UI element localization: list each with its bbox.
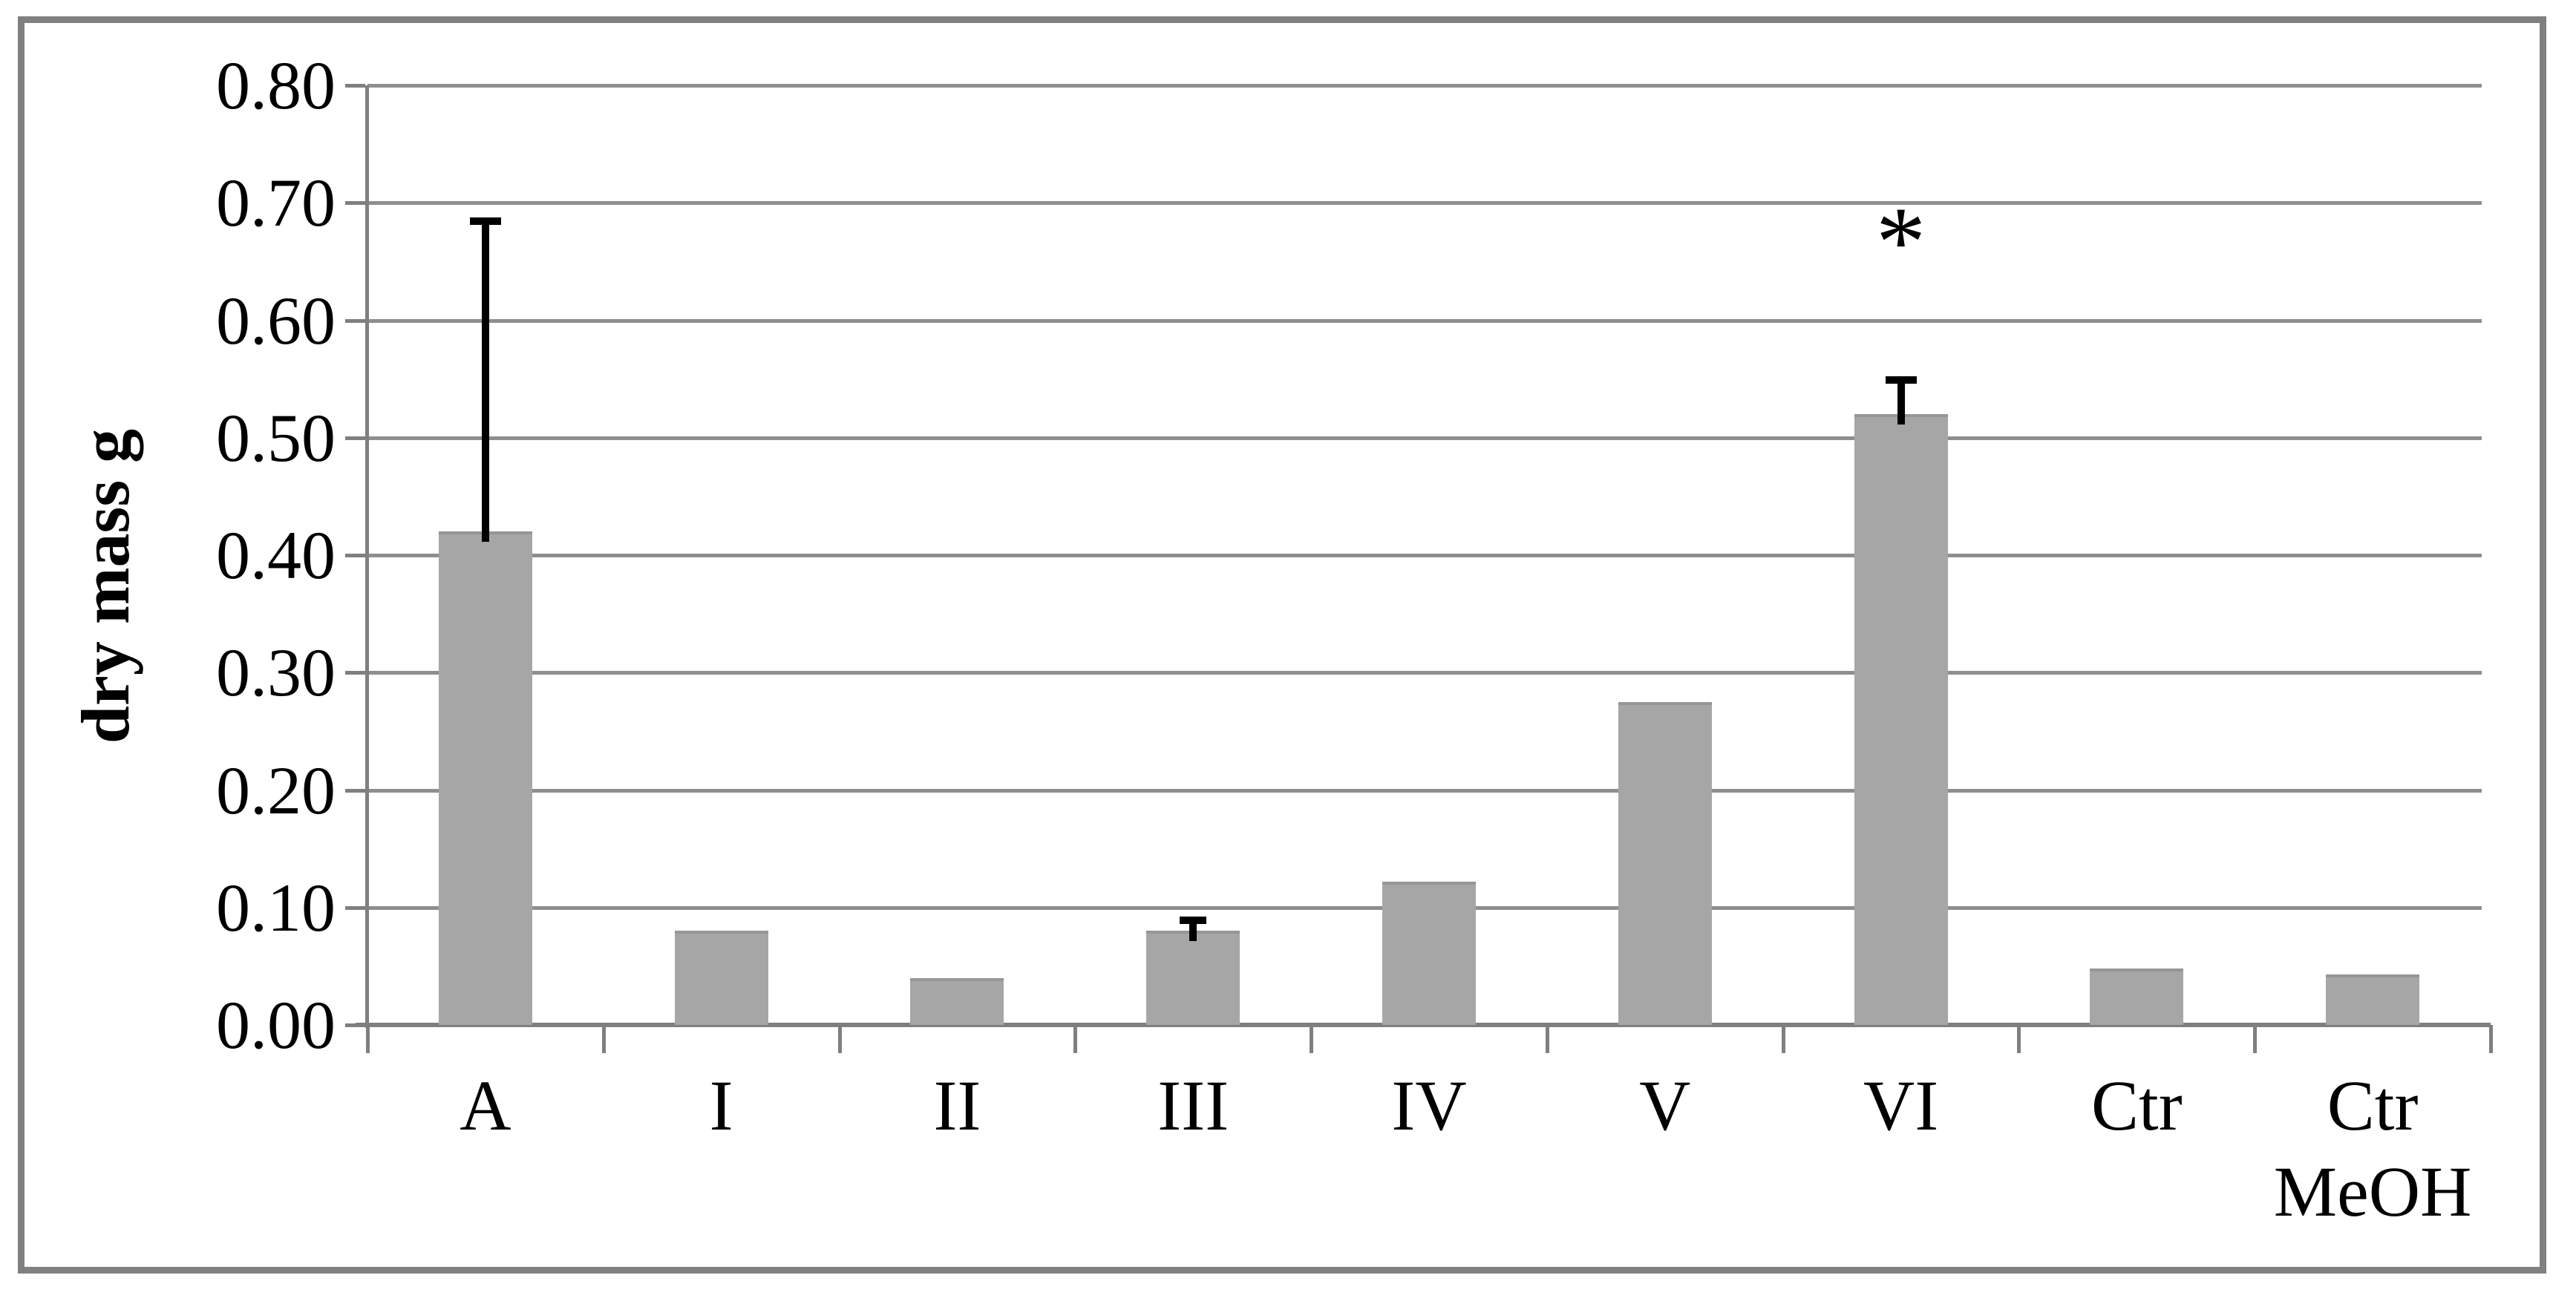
significance-asterisk: * (1875, 186, 1926, 298)
x-tick-boundary-8 (2253, 1025, 2258, 1053)
bar-V (1618, 701, 1712, 1025)
x-tick-boundary-1 (601, 1025, 606, 1053)
bar-A (438, 531, 532, 1025)
y-tick-0.00 (345, 1023, 365, 1027)
x-label-line: A (460, 1066, 511, 1145)
y-tick-label-0.60: 0.60 (216, 282, 336, 358)
x-tick-boundary-2 (837, 1025, 842, 1053)
y-tick-label-0.70: 0.70 (216, 165, 336, 241)
x-label-line: VI (1863, 1066, 1939, 1145)
gridline-0.80 (367, 84, 2482, 88)
x-label-line: II (933, 1066, 981, 1145)
error-bar-line-A (481, 220, 489, 543)
gridline-0.50 (367, 436, 2482, 440)
x-label-III: III (1075, 1063, 1311, 1149)
gridline-0.30 (367, 671, 2482, 675)
y-tick-0.30 (345, 671, 365, 675)
y-tick-label-0.40: 0.40 (216, 517, 336, 593)
bar-II (910, 977, 1004, 1025)
bar-IV (1382, 881, 1476, 1025)
x-tick-boundary-3 (1073, 1025, 1078, 1053)
x-tick-boundary-9 (2489, 1025, 2493, 1053)
x-tick-boundary-7 (2017, 1025, 2021, 1053)
y-tick-label-0.80: 0.80 (216, 47, 336, 123)
y-tick-label-0.00: 0.00 (216, 987, 336, 1063)
error-bar-cap-III (1180, 916, 1207, 924)
y-axis-title: dry mass g (68, 428, 143, 744)
gridline-0.70 (367, 201, 2482, 206)
error-bar-cap-VI (1885, 376, 1917, 384)
x-label-line: V (1639, 1066, 1691, 1145)
bar-VI (1854, 414, 1948, 1025)
x-label-VI: VI (1783, 1063, 2019, 1149)
x-label-IV: IV (1311, 1063, 1547, 1149)
gridline-0.60 (367, 318, 2482, 323)
y-tick-label-0.50: 0.50 (216, 399, 336, 476)
x-label-V: V (1547, 1063, 1783, 1149)
error-bar-cap-A (469, 217, 501, 225)
error-bar-line-VI (1897, 378, 1905, 425)
y-tick-0.10 (345, 905, 365, 910)
y-tick-0.50 (345, 436, 365, 440)
x-label-line: III (1157, 1066, 1229, 1145)
x-tick-boundary-4 (1310, 1025, 1314, 1053)
y-axis-line (365, 85, 369, 1028)
y-tick-0.80 (345, 84, 365, 88)
x-axis-line (356, 1023, 2491, 1027)
bar-Ctr (2090, 969, 2184, 1025)
x-label-Ctr-MeOH: Ctr MeOH (2255, 1063, 2491, 1235)
y-tick-label-0.10: 0.10 (216, 869, 336, 946)
x-label-II: II (840, 1063, 1076, 1149)
y-tick-0.70 (345, 201, 365, 206)
gridline-0.20 (367, 788, 2482, 793)
y-tick-0.60 (345, 318, 365, 323)
y-tick-label-0.20: 0.20 (216, 752, 336, 828)
x-label-Ctr: Ctr (2018, 1063, 2255, 1149)
x-label-line: IV (1391, 1066, 1467, 1145)
x-label-A: A (367, 1063, 604, 1149)
bar-III (1146, 931, 1240, 1025)
x-tick-boundary-6 (1781, 1025, 1785, 1053)
x-label-I: I (604, 1063, 840, 1149)
x-tick-boundary-0 (366, 1025, 370, 1053)
error-bar-line-III (1189, 919, 1197, 942)
bar-I (674, 931, 768, 1025)
gridline-0.40 (367, 554, 2482, 557)
bar-Ctr MeOH (2326, 974, 2420, 1025)
x-label-line: Ctr (2090, 1066, 2183, 1145)
x-label-line: I (709, 1066, 733, 1145)
y-tick-0.20 (345, 788, 365, 793)
x-tick-boundary-5 (1545, 1025, 1549, 1053)
x-label-line: MeOH (2273, 1152, 2472, 1231)
y-tick-0.40 (345, 554, 365, 557)
x-label-line: Ctr (2327, 1066, 2419, 1145)
y-tick-label-0.30: 0.30 (216, 635, 336, 711)
